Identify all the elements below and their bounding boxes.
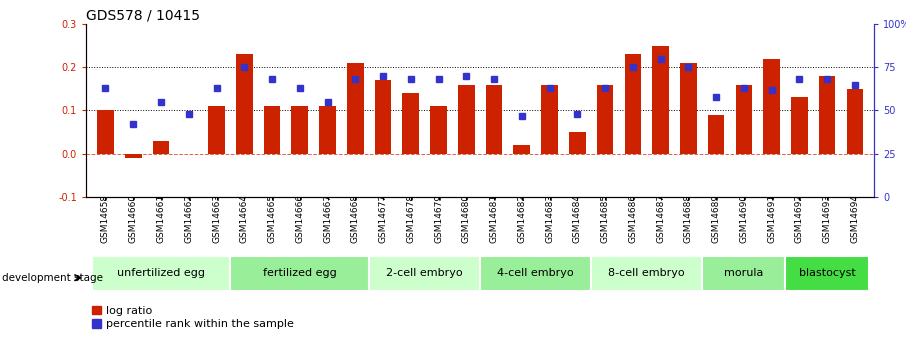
- Bar: [375, 80, 391, 154]
- FancyBboxPatch shape: [92, 256, 230, 291]
- Text: GSM14680: GSM14680: [462, 194, 471, 244]
- Text: GSM14663: GSM14663: [212, 194, 221, 244]
- FancyBboxPatch shape: [480, 256, 592, 291]
- Text: GSM14678: GSM14678: [406, 194, 415, 244]
- Text: GSM14661: GSM14661: [157, 194, 166, 244]
- Text: GDS578 / 10415: GDS578 / 10415: [86, 9, 200, 23]
- FancyBboxPatch shape: [369, 256, 480, 291]
- Bar: [402, 93, 419, 154]
- Bar: [514, 145, 530, 154]
- Text: GSM14666: GSM14666: [295, 194, 304, 244]
- Text: GSM14679: GSM14679: [434, 194, 443, 244]
- Text: GSM14660: GSM14660: [129, 194, 138, 244]
- Bar: [763, 59, 780, 154]
- Text: blastocyst: blastocyst: [799, 268, 855, 278]
- Bar: [264, 106, 280, 154]
- Bar: [736, 85, 752, 154]
- Bar: [292, 106, 308, 154]
- Text: 2-cell embryo: 2-cell embryo: [386, 268, 463, 278]
- Bar: [624, 55, 641, 154]
- Text: development stage: development stage: [2, 273, 102, 283]
- Text: GSM14683: GSM14683: [545, 194, 554, 244]
- Text: unfertilized egg: unfertilized egg: [117, 268, 205, 278]
- Text: GSM14665: GSM14665: [267, 194, 276, 244]
- Text: GSM14688: GSM14688: [684, 194, 693, 244]
- FancyBboxPatch shape: [592, 256, 702, 291]
- Bar: [486, 85, 503, 154]
- Bar: [708, 115, 725, 154]
- Bar: [430, 106, 447, 154]
- Bar: [208, 106, 225, 154]
- Text: GSM14667: GSM14667: [323, 194, 332, 244]
- Bar: [652, 46, 669, 154]
- FancyBboxPatch shape: [786, 256, 869, 291]
- Legend: log ratio, percentile rank within the sample: log ratio, percentile rank within the sa…: [92, 306, 294, 329]
- Bar: [541, 85, 558, 154]
- Text: GSM14684: GSM14684: [573, 194, 582, 243]
- Bar: [319, 106, 336, 154]
- Bar: [347, 63, 363, 154]
- Text: morula: morula: [724, 268, 764, 278]
- Text: GSM14694: GSM14694: [851, 194, 860, 243]
- Bar: [680, 63, 697, 154]
- Text: GSM14682: GSM14682: [517, 194, 526, 243]
- Bar: [236, 55, 253, 154]
- Bar: [125, 154, 141, 158]
- Bar: [819, 76, 835, 154]
- Text: GSM14689: GSM14689: [711, 194, 720, 244]
- Text: GSM14686: GSM14686: [629, 194, 637, 244]
- Bar: [569, 132, 585, 154]
- Bar: [791, 97, 807, 154]
- Text: GSM14693: GSM14693: [823, 194, 832, 244]
- Bar: [97, 110, 114, 154]
- FancyBboxPatch shape: [230, 256, 369, 291]
- Text: GSM14677: GSM14677: [379, 194, 388, 244]
- Bar: [458, 85, 475, 154]
- Text: 8-cell embryo: 8-cell embryo: [609, 268, 685, 278]
- Bar: [846, 89, 863, 154]
- Text: GSM14690: GSM14690: [739, 194, 748, 244]
- Text: GSM14687: GSM14687: [656, 194, 665, 244]
- Text: GSM14662: GSM14662: [184, 194, 193, 243]
- Text: GSM14658: GSM14658: [101, 194, 110, 244]
- Text: GSM14668: GSM14668: [351, 194, 360, 244]
- Text: GSM14664: GSM14664: [240, 194, 249, 243]
- Bar: [597, 85, 613, 154]
- Text: GSM14691: GSM14691: [767, 194, 776, 244]
- Text: fertilized egg: fertilized egg: [263, 268, 337, 278]
- Text: GSM14692: GSM14692: [795, 194, 804, 243]
- Text: GSM14685: GSM14685: [601, 194, 610, 244]
- Text: GSM14681: GSM14681: [489, 194, 498, 244]
- FancyBboxPatch shape: [702, 256, 786, 291]
- Bar: [153, 141, 169, 154]
- Text: 4-cell embryo: 4-cell embryo: [497, 268, 574, 278]
